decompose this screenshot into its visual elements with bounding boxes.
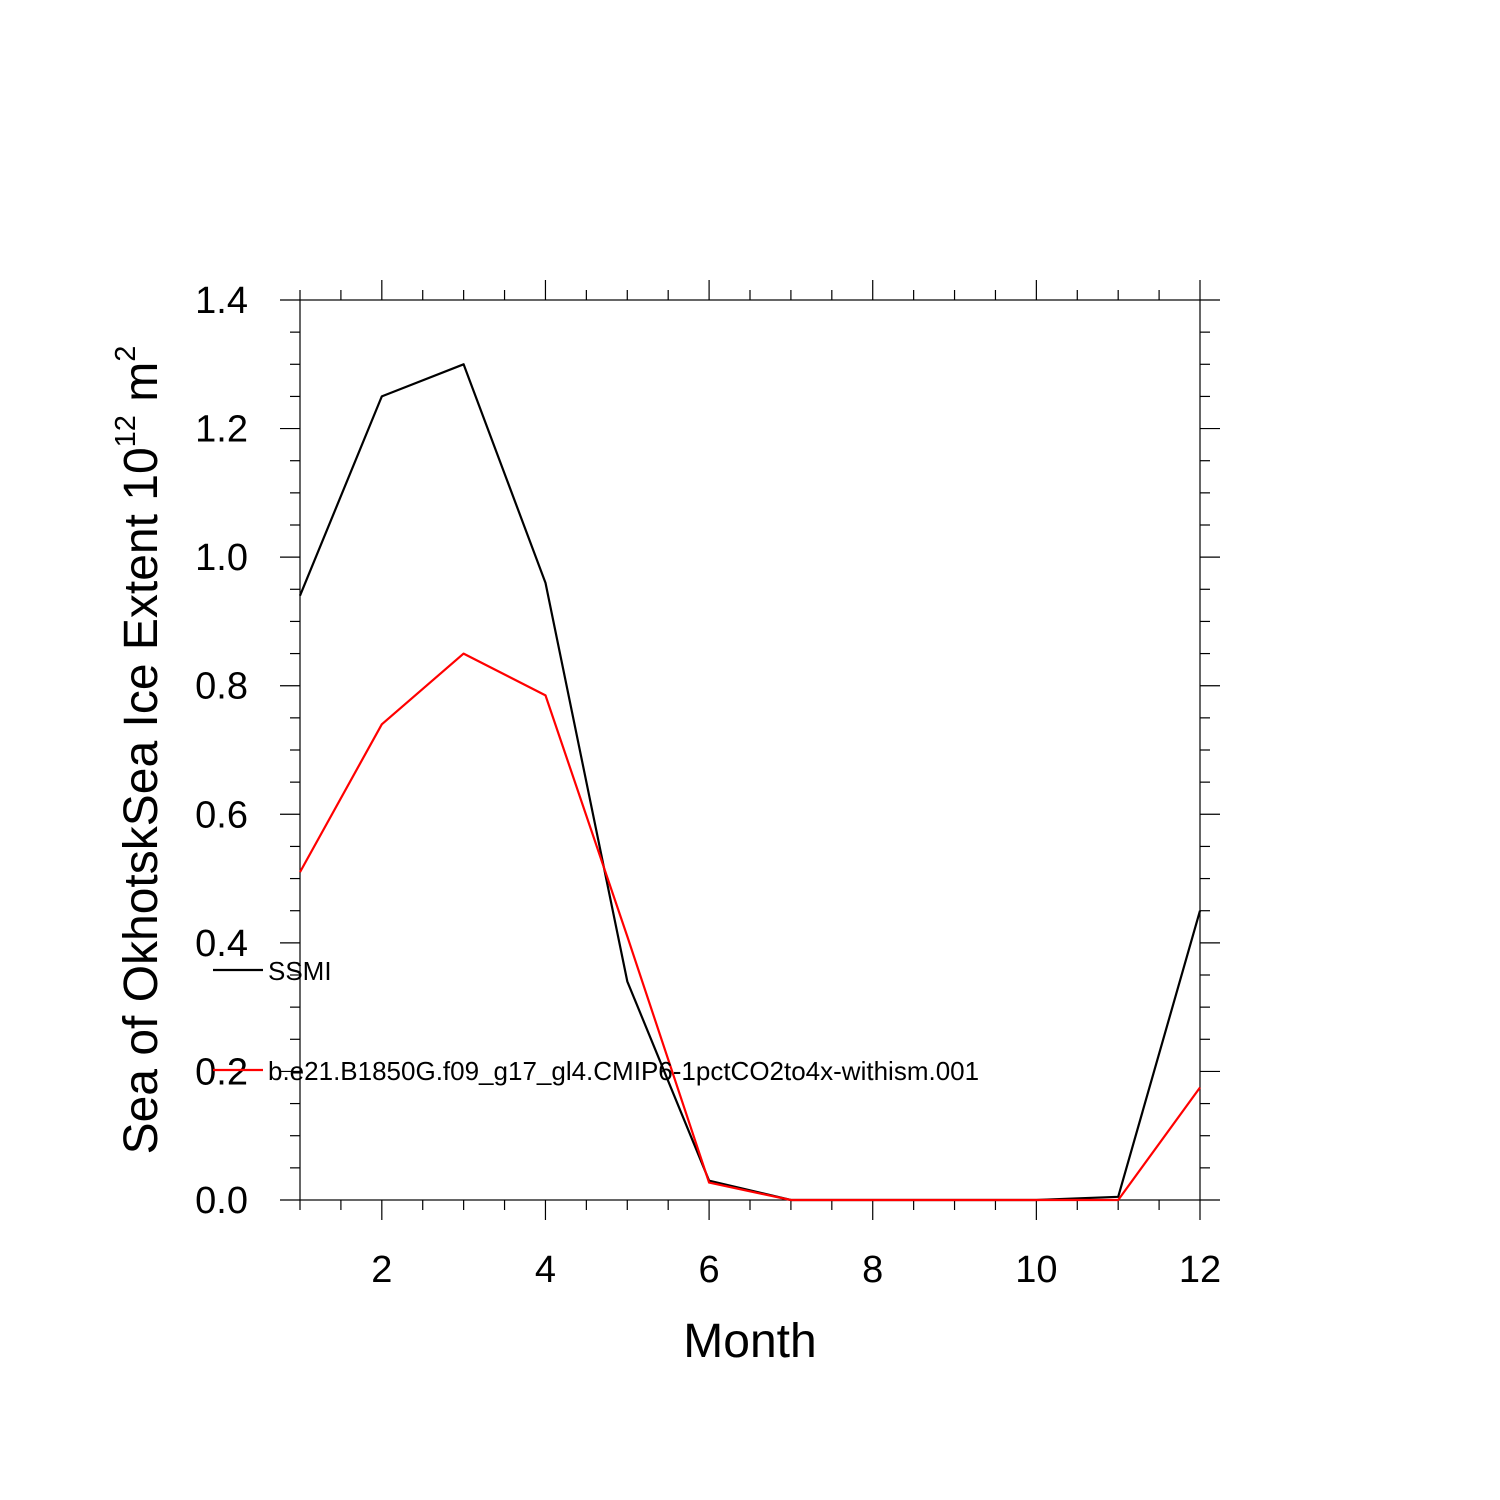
y-tick-label: 0.2 xyxy=(195,1051,248,1093)
y-axis-title-unit: m xyxy=(115,362,168,415)
plot-frame xyxy=(299,299,1201,1201)
x-tick-label: 12 xyxy=(1179,1249,1221,1291)
y-tick-label: 0.6 xyxy=(195,794,248,836)
legend: SSMI b.e21.B1850G.f09_g17_gl4.CMIP6-1pctC… xyxy=(213,956,979,1086)
x-axis-title: Month xyxy=(683,1315,816,1368)
y-tick-label: 0.4 xyxy=(195,923,248,965)
legend-label-1: SSMI xyxy=(268,956,332,986)
x-tick-label: 4 xyxy=(535,1249,556,1291)
x-tick-label: 2 xyxy=(371,1249,392,1291)
series-line-2 xyxy=(299,652,1201,1202)
y-axis-title: Sea of OkhotskSea Ice Extent 1012 m2 xyxy=(110,346,168,1155)
axis-ticks xyxy=(280,280,1220,1220)
y-tick-label: 0.0 xyxy=(195,1180,248,1222)
y-tick-label: 0.8 xyxy=(195,666,248,708)
x-tick-label: 10 xyxy=(1015,1249,1057,1291)
x-tick-label: 8 xyxy=(862,1249,883,1291)
x-tick-label: 6 xyxy=(699,1249,720,1291)
y-tick-label: 1.2 xyxy=(195,409,248,451)
y-tick-label: 1.4 xyxy=(195,280,248,322)
y-tick-label: 1.0 xyxy=(195,537,248,579)
tick-labels: 2 4 6 8 10 12 0.0 0.2 0.4 0.6 0.8 1.0 1.2 1.4 xyxy=(195,280,1221,1291)
y-axis-title-exponent: 12 xyxy=(110,415,142,447)
series-lines xyxy=(298,363,1202,1202)
y-axis-title-main: Sea of OkhotskSea Ice Extent 10 xyxy=(115,447,168,1154)
legend-label-2: b.e21.B1850G.f09_g17_gl4.CMIP6-1pctCO2to… xyxy=(268,1056,979,1086)
y-axis-title-unit-exponent: 2 xyxy=(110,346,142,362)
